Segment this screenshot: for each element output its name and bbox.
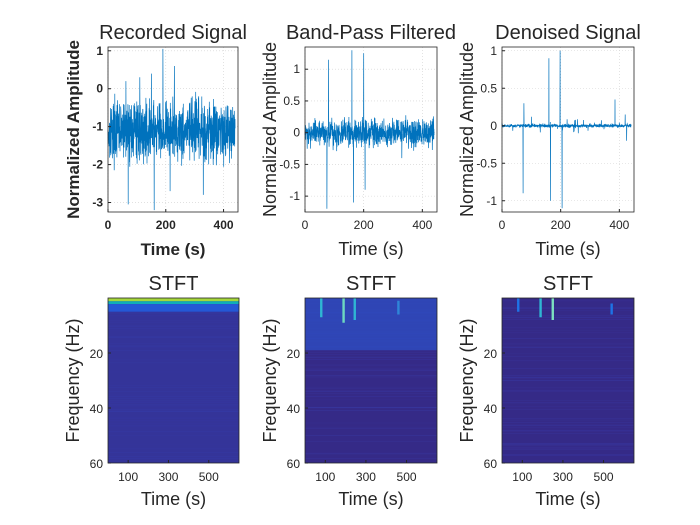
signal-trace [501, 50, 632, 209]
y-tick-label: 0 [96, 82, 103, 96]
x-tick-label: 500 [199, 470, 219, 484]
x-axis-label: Time (s) [141, 489, 206, 509]
axes-frame [107, 297, 240, 464]
x-tick-label: 300 [158, 470, 178, 484]
x-tick-label: 500 [397, 470, 417, 484]
y-tick-label: 60 [287, 457, 301, 471]
y-axis-label: Frequency (Hz) [457, 318, 477, 442]
y-tick-label: 0 [490, 119, 497, 133]
axes-frame [107, 46, 239, 213]
x-tick-label: 300 [356, 470, 376, 484]
spectrogram-streak [342, 298, 345, 323]
x-axis-label: Time (s) [535, 239, 600, 259]
spectrogram-streak [517, 298, 520, 312]
spectrogram-band [108, 301, 239, 305]
y-tick-label: -1 [92, 120, 103, 134]
spectrogram-streak [539, 298, 542, 318]
y-axis-label: Normalized Amplitude [64, 40, 83, 219]
chart-title: Band-Pass Filtered [286, 22, 456, 44]
y-tick-label: 60 [484, 457, 498, 471]
x-axis-label: Time (s) [535, 489, 600, 509]
spectrogram-streak [610, 303, 613, 315]
x-axis-label: Time (s) [141, 240, 206, 259]
spectrogram-band [305, 298, 437, 351]
y-tick-label: 1 [293, 62, 300, 76]
x-tick-label: 0 [105, 218, 112, 232]
x-tick-label: 200 [551, 218, 571, 232]
y-tick-label: 40 [287, 402, 301, 416]
subplot-2: 1 0.5 0 -0.5 -1 0 200 400 Band-Pass Filtered Time… [260, 22, 456, 259]
y-tick-label: 20 [484, 347, 498, 361]
y-tick-label: 20 [90, 347, 104, 361]
chart-title: STFT [543, 273, 593, 295]
y-tick-label: -3 [92, 196, 103, 210]
axes-frame [304, 297, 438, 464]
spectrogram-background [502, 298, 634, 463]
x-tick-label: 100 [315, 470, 335, 484]
axes-frame [304, 46, 438, 213]
y-axis-label: Normalized Amplitude [457, 42, 477, 217]
x-tick-label: 400 [609, 218, 629, 232]
x-tick-label: 0 [499, 218, 506, 232]
x-tick-label: 400 [214, 218, 234, 232]
y-tick-label: 40 [90, 402, 104, 416]
x-tick-label: 100 [118, 470, 138, 484]
x-tick-label: 500 [594, 470, 614, 484]
axes-frame [501, 297, 635, 464]
x-axis-label: Time (s) [338, 489, 403, 509]
y-tick-label: -1 [486, 194, 497, 208]
spectrogram-streak [353, 298, 356, 320]
x-tick-label: 300 [553, 470, 573, 484]
y-tick-label: 40 [484, 402, 498, 416]
chart-title: STFT [149, 273, 199, 295]
spectrogram-band [108, 298, 239, 302]
chart-title: Recorded Signal [99, 22, 247, 44]
spectrogram-background [108, 298, 239, 463]
y-tick-label: -2 [92, 158, 103, 172]
y-tick-label: -0.5 [476, 156, 497, 170]
x-axis-label: Time (s) [338, 239, 403, 259]
y-tick-label: 0.5 [283, 94, 300, 108]
plot-area [502, 47, 634, 212]
axes-frame [501, 46, 635, 213]
y-axis-label: Frequency (Hz) [63, 318, 83, 442]
x-tick-label: 100 [512, 470, 532, 484]
y-tick-label: 20 [287, 347, 301, 361]
chart-title: STFT [346, 273, 396, 295]
spectrogram-streak [320, 298, 323, 318]
chart-title: Denoised Signal [495, 22, 641, 44]
y-axis-label: Normalized Amplitude [260, 42, 280, 217]
y-axis-label: Frequency (Hz) [260, 318, 280, 442]
y-tick-label: 1 [96, 44, 103, 58]
x-tick-label: 200 [354, 218, 374, 232]
x-tick-label: 0 [302, 218, 309, 232]
y-tick-label: 0.5 [480, 81, 497, 95]
spectrogram-band [108, 304, 239, 312]
spectrogram-streak [397, 300, 400, 315]
subplot-6: 20 40 60 100 300 500 STFT Time (s) Frequency (Hz… [457, 273, 635, 509]
y-tick-label: -0.5 [279, 157, 300, 171]
spectrogram-band [108, 311, 239, 463]
x-tick-label: 400 [412, 218, 432, 232]
x-tick-label: 200 [156, 218, 176, 232]
signal-trace [304, 50, 435, 209]
y-tick-label: 1 [490, 44, 497, 58]
subplot-5: 20 40 60 100 300 500 STFT Time (s) Frequency (Hz… [260, 273, 438, 509]
spectrogram-streak [551, 298, 554, 320]
y-tick-label: -1 [289, 189, 300, 203]
y-tick-label: 0 [293, 126, 300, 140]
subplot-4: 20 40 60 100 300 500 STFT Time (s) Frequency (Hz… [63, 273, 240, 509]
signal-trace [107, 48, 236, 211]
y-tick-label: 60 [90, 457, 104, 471]
